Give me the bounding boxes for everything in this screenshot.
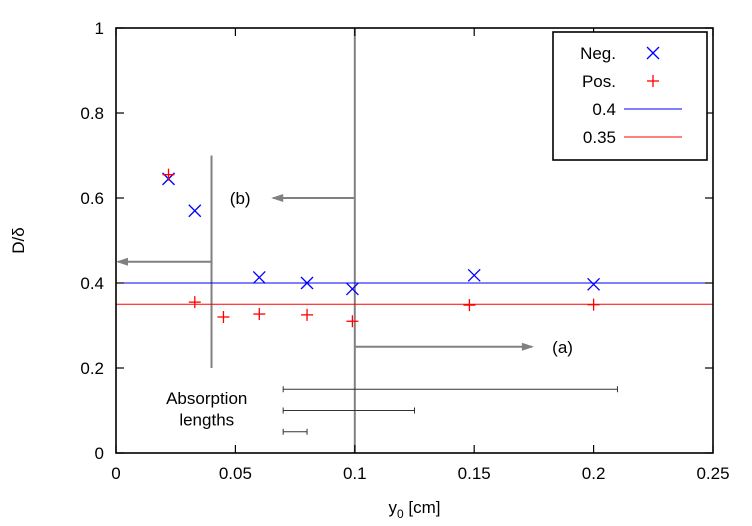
legend: Neg. Pos. 0.4 0.35 — [552, 31, 708, 161]
arrow-a-head — [521, 342, 534, 351]
legend-marker-swatch — [647, 75, 659, 87]
legend-label: Pos. — [582, 72, 616, 91]
x-tick-label: 0.15 — [458, 464, 491, 483]
y-tick-label: 0 — [95, 444, 104, 463]
x-tick-label: 0.2 — [582, 464, 606, 483]
plot-frame — [115, 27, 714, 454]
legend-marker-swatch — [646, 46, 660, 60]
legend-box — [552, 31, 708, 161]
region-b-label: (b) — [230, 189, 251, 208]
pos-data-point — [301, 308, 314, 321]
x-tick-label: 0.1 — [343, 464, 367, 483]
neg-data-point — [252, 271, 266, 284]
x-axis-label-unit: [cm] — [404, 498, 441, 517]
arrow-b-head — [271, 194, 284, 202]
axis-ticks-layer: 0 0.05 0.1 0.15 0.2 0.25 0 0.2 0.4 0.6 0.8 1 — [80, 19, 729, 483]
pos-data-point — [587, 298, 600, 311]
neg-data-point — [345, 282, 359, 296]
neg-data-point-stroke — [345, 282, 359, 296]
pos-data-point — [253, 308, 266, 321]
pos-data-point — [188, 296, 201, 309]
legend-label: Neg. — [580, 44, 616, 63]
y-axis-label: D/δ — [9, 227, 28, 253]
absorption-label-line1: Absorption — [166, 389, 247, 408]
legend-marker-swatch-stroke — [646, 46, 660, 60]
reference-lines-layer — [116, 282, 713, 305]
y-tick-label: 1 — [95, 19, 104, 38]
neg-data-point-stroke — [252, 271, 266, 284]
neg-data-point-stroke — [188, 204, 202, 218]
neg-data-point — [300, 276, 314, 290]
y-tick-label: 0.8 — [80, 104, 104, 123]
neg-data-point — [467, 268, 481, 282]
neg-data-point — [587, 277, 601, 291]
legend-label: 0.4 — [592, 100, 616, 119]
neg-data-point-stroke — [587, 277, 601, 291]
x-tick-label: 0.05 — [219, 464, 252, 483]
pos-data-point — [346, 315, 359, 328]
x-tick-label: 0.25 — [696, 464, 729, 483]
arrow-left-head — [116, 257, 128, 266]
y-tick-label: 0.4 — [80, 274, 104, 293]
x-axis-label-main: y — [388, 498, 397, 517]
neg-data-point-stroke — [467, 268, 481, 282]
pos-data-point — [162, 168, 175, 181]
pos-data-point — [217, 311, 230, 323]
x-axis-label-subscript: 0 — [397, 507, 404, 521]
legend-entries: Neg. Pos. 0.4 0.35 — [580, 44, 682, 147]
x-tick-label: 0 — [111, 464, 120, 483]
x-axis-label: y0 [cm] — [388, 498, 440, 521]
data-points-layer — [162, 168, 601, 328]
neg-data-point-stroke — [300, 276, 314, 290]
absorption-label-line2: lengths — [179, 410, 234, 429]
annotation-layer: (b) (a) Absorption lengths — [116, 28, 618, 453]
legend-label: 0.35 — [583, 128, 616, 147]
neg-data-point — [188, 204, 202, 218]
region-a-label: (a) — [552, 338, 573, 357]
y-tick-label: 0.2 — [80, 359, 104, 378]
y-tick-label: 0.6 — [80, 189, 104, 208]
pos-data-point — [463, 299, 476, 312]
